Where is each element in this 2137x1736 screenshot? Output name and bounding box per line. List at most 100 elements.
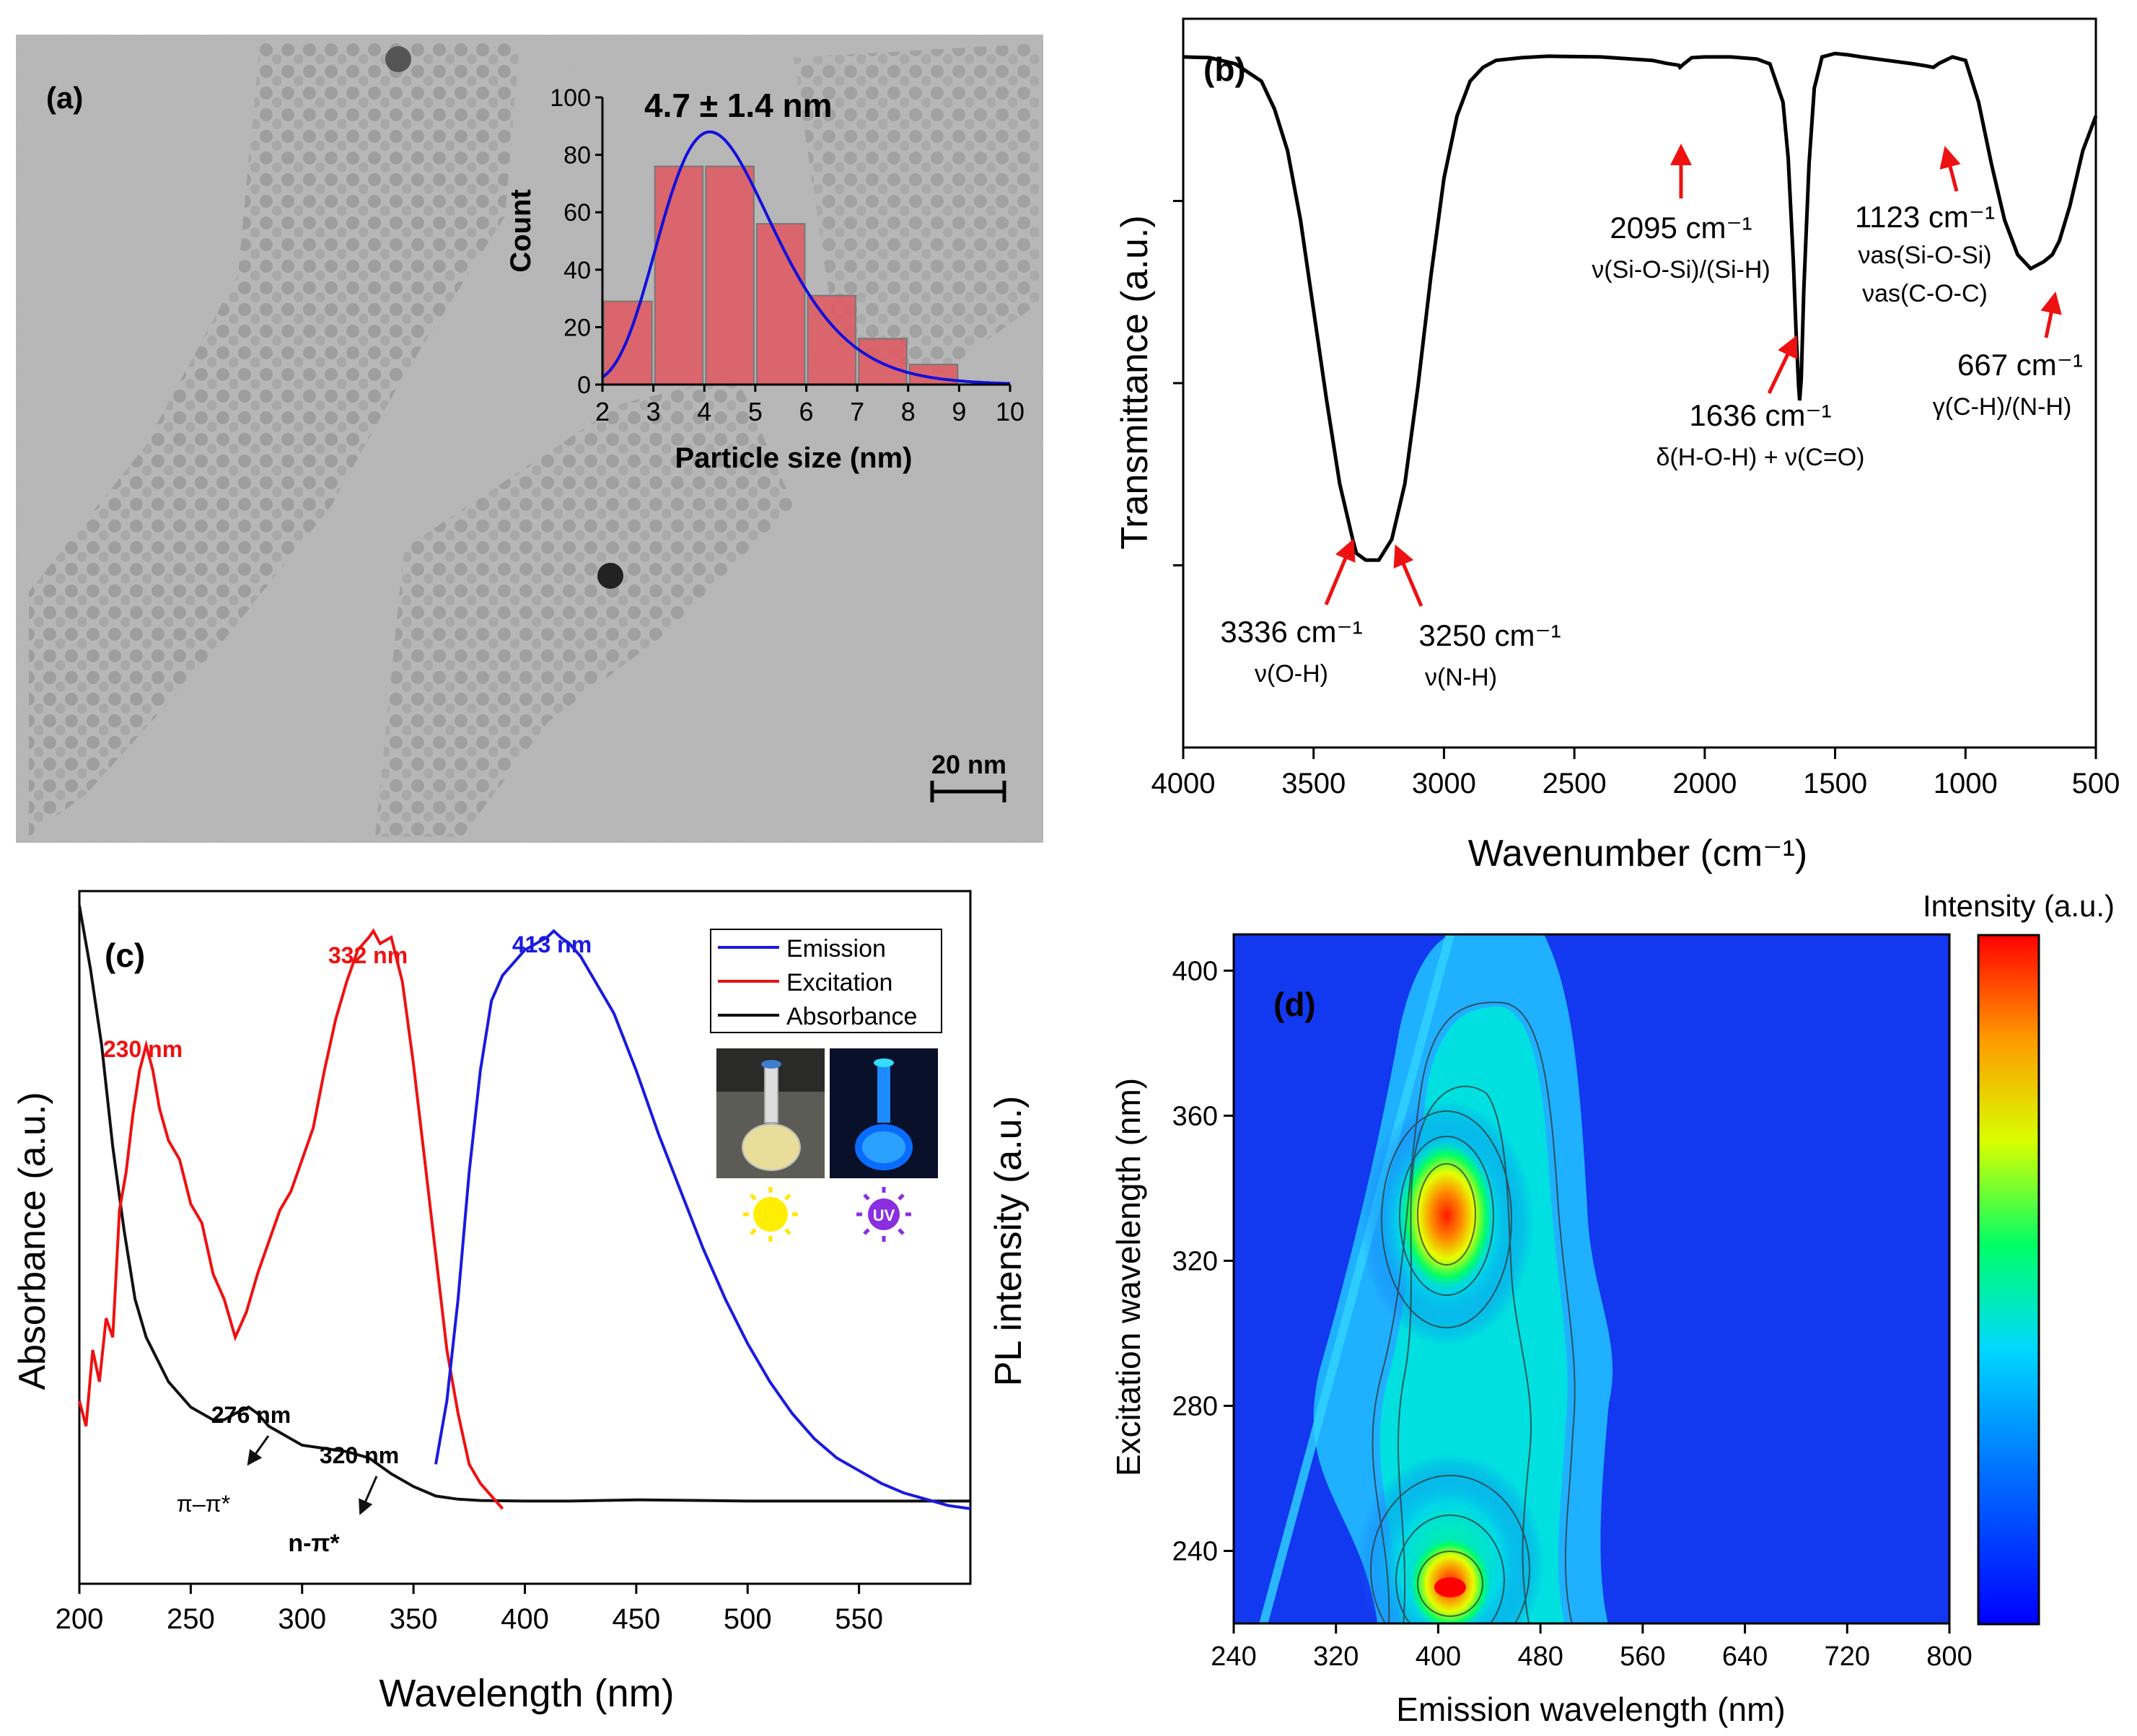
histogram-ytick: 100	[550, 84, 591, 112]
dark-particle	[597, 563, 623, 589]
histogram-xtick: 6	[799, 397, 813, 426]
peak-label-320: 320 nm	[320, 1442, 399, 1468]
optical-ylabel-right: PL intensity (a.u.)	[988, 1096, 1030, 1387]
photo-uv	[830, 1048, 938, 1178]
histogram-bar	[654, 165, 704, 386]
colorbar	[1977, 934, 2040, 1626]
histogram-xtick: 7	[850, 397, 864, 426]
histogram-ytick: 0	[577, 372, 591, 399]
histogram-xlabel: Particle size (nm)	[675, 442, 912, 474]
pl-map-ylabel: Excitation wavelength (nm)	[1110, 1078, 1147, 1476]
ftir-xtick: 4000	[1151, 768, 1216, 799]
panel-d-label: (d)	[1273, 986, 1316, 1023]
uv-lamp-icon	[856, 1187, 911, 1242]
ann-1123-as1: νas(Si-O-Si)	[1858, 242, 1991, 269]
pl-map-xtick: 320	[1313, 1641, 1359, 1672]
histogram-ytick: 20	[563, 314, 591, 341]
arrow-3336	[1324, 538, 1356, 605]
optical-xtick: 500	[724, 1603, 772, 1635]
panel-d: (d) 240 320 400 480 560 640 720 800 240 280 320 360…	[1110, 889, 2115, 1728]
optical-ylabel-left: Absorbance (a.u.)	[12, 1092, 53, 1390]
ann-1636-as: δ(H-O-H) + ν(C=O)	[1656, 444, 1864, 471]
optical-xtick: 200	[56, 1603, 104, 1635]
particle-cluster	[375, 375, 794, 837]
histogram-ylabel: Count	[505, 189, 537, 273]
optical-xtick: 250	[167, 1603, 215, 1635]
histogram-xtick: 2	[595, 397, 610, 426]
peak-label-230: 230 nm	[103, 1036, 183, 1062]
ann-667-wn: 667 cm⁻¹	[1957, 348, 2083, 382]
pl-map-plot	[1234, 934, 1949, 1623]
ann-2095-as: ν(Si-O-Si)/(Si-H)	[1592, 256, 1770, 284]
histogram-bar	[603, 300, 653, 385]
optical-xtick: 350	[390, 1603, 438, 1635]
sun-icon	[743, 1187, 798, 1242]
ann-3336-as: ν(O-H)	[1255, 660, 1328, 688]
legend-excitation: Excitation	[786, 969, 892, 996]
pl-map-ytick: 280	[1172, 1391, 1218, 1421]
optical-xlabel: Wavelength (nm)	[379, 1672, 674, 1715]
legend-emission: Emission	[786, 935, 886, 963]
ftir-xtick: 3000	[1412, 768, 1476, 799]
pl-map-xtick: 560	[1620, 1641, 1665, 1672]
histogram-xtick: 8	[901, 397, 916, 426]
particle-cluster	[794, 43, 1039, 375]
ftir-line	[1182, 51, 2098, 562]
peak-label-413: 413 nm	[512, 931, 592, 957]
histogram-xtick: 5	[748, 397, 763, 426]
histogram-xtick: 4	[697, 397, 711, 426]
transition-n-pi: n-π*	[288, 1530, 340, 1557]
peak-label-276: 276 nm	[211, 1402, 291, 1428]
panel-b: (b) 4000 3500 3000 2500 2000 1500 1000 500 Wave…	[1114, 17, 2120, 874]
pl-map-ytick: 360	[1172, 1101, 1218, 1131]
panel-a: (a) 4.7 ± 1.4 nm 2 3 4 5 6 7 8 9 10020406080100 …	[16, 35, 1043, 843]
pl-map-xtick: 640	[1722, 1641, 1768, 1672]
ftir-xtick: 3500	[1281, 768, 1346, 799]
emission-line	[434, 929, 971, 1510]
pl-map-ytick: 400	[1172, 956, 1218, 986]
histogram-xtick: 3	[646, 397, 661, 426]
histogram-xtick: 10	[996, 397, 1024, 426]
optical-xtick: 450	[613, 1603, 661, 1635]
pl-map-xtick: 240	[1211, 1641, 1256, 1672]
ftir-xtick: 2000	[1672, 768, 1737, 799]
pl-map-xtick: 720	[1825, 1641, 1870, 1672]
excitation-line	[78, 928, 504, 1510]
uv-badge: UV	[873, 1206, 895, 1224]
pl-map-xtick: 400	[1416, 1641, 1461, 1672]
particle-cluster	[29, 43, 519, 837]
histogram-bar	[755, 223, 806, 385]
optical-xtick: 400	[501, 1603, 549, 1635]
pl-map-xlabel: Emission wavelength (nm)	[1396, 1691, 1785, 1728]
histogram-title: 4.7 ± 1.4 nm	[644, 87, 832, 124]
fit-curve	[601, 130, 1011, 385]
pl-map-frame	[1232, 933, 1951, 1625]
absorbance-line	[78, 905, 970, 1503]
histogram-xtick: 9	[952, 397, 966, 426]
ann-1123-wn: 1123 cm⁻¹	[1855, 200, 1995, 234]
ftir-xtick: 1500	[1803, 768, 1867, 799]
ftir-ylabel: Transmittance (a.u.)	[1114, 215, 1156, 549]
ann-667-as: γ(C-H)/(N-H)	[1933, 393, 2072, 421]
pl-map-xtick: 800	[1926, 1641, 1972, 1672]
photo-daylight	[716, 1048, 825, 1178]
scale-bar-label: 20 nm	[931, 750, 1006, 779]
legend-absorbance: Absorbance	[786, 1003, 917, 1030]
histogram-ytick: 60	[563, 199, 591, 227]
arrow-1636	[1767, 335, 1798, 395]
ann-3250-wn: 3250 cm⁻¹	[1418, 618, 1561, 652]
histogram-bar	[705, 165, 755, 386]
panel-c: (c) 200 250 300 350 400 450 500 550 Wavelength …	[12, 890, 1030, 1715]
peak-label-332: 332 nm	[328, 942, 408, 968]
optical-legend: Emission Excitation Absorbance	[710, 929, 942, 1033]
arrow-1123	[1939, 146, 1961, 192]
optical-xtick: 550	[835, 1603, 883, 1635]
dark-particle	[385, 46, 411, 72]
ann-2095-wn: 2095 cm⁻¹	[1610, 211, 1752, 245]
optical-xtick: 300	[278, 1603, 326, 1635]
ann-3336-wn: 3336 cm⁻¹	[1220, 615, 1362, 649]
ftir-xtick: 500	[2072, 768, 2120, 799]
histogram-bar	[858, 338, 908, 386]
